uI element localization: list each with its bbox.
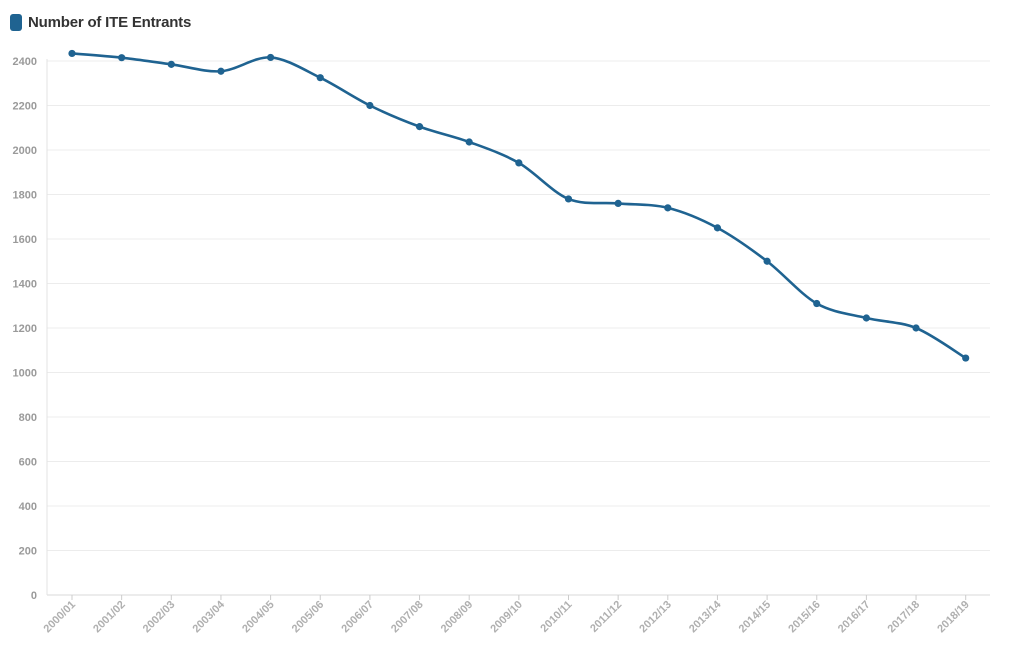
data-point-2000/01[interactable] xyxy=(68,49,76,58)
legend-swatch xyxy=(10,14,22,31)
x-tick-label: 2007/08 xyxy=(389,599,426,636)
data-point-2001/02[interactable] xyxy=(118,54,126,62)
y-tick-label: 1000 xyxy=(13,368,37,380)
data-point-2015/16[interactable] xyxy=(813,299,821,308)
x-tick-label: 2009/10 xyxy=(488,599,525,636)
data-point-2009/10[interactable] xyxy=(515,159,523,167)
data-point-2003/04[interactable] xyxy=(217,67,225,75)
y-tick-label: 1400 xyxy=(13,279,37,291)
y-tick-label: 1200 xyxy=(13,323,37,335)
x-tick-label: 2018/19 xyxy=(935,599,972,636)
x-tick-label: 2017/18 xyxy=(886,599,923,636)
y-tick-label: 400 xyxy=(19,501,37,513)
y-tick-label: 200 xyxy=(19,546,37,558)
x-tick-label: 2002/03 xyxy=(141,599,178,636)
x-tick-label: 2013/14 xyxy=(687,598,724,635)
gridlines xyxy=(47,60,990,596)
y-tick-label: 1600 xyxy=(13,234,37,246)
data-point-2017/18[interactable] xyxy=(912,324,920,332)
x-tick-label: 2011/12 xyxy=(588,599,624,635)
x-tick-label: 2016/17 xyxy=(836,599,873,636)
series-line xyxy=(70,52,967,360)
x-tick-label: 2000/01 xyxy=(42,599,79,636)
x-tick-label: 2004/05 xyxy=(240,599,277,636)
y-tick-label: 0 xyxy=(31,590,37,602)
y-tick-label: 800 xyxy=(19,412,37,424)
y-tick-label: 1800 xyxy=(13,190,37,202)
data-point-2011/12[interactable] xyxy=(614,199,622,207)
data-point-2002/03[interactable] xyxy=(167,60,175,68)
series-layer xyxy=(68,49,970,362)
x-tick-label: 2005/06 xyxy=(290,599,327,636)
data-point-2016/17[interactable] xyxy=(862,314,871,322)
data-point-2007/08[interactable] xyxy=(415,123,424,131)
x-tick-label: 2003/04 xyxy=(190,598,227,635)
x-tick-label: 2001/02 xyxy=(91,599,128,636)
data-point-2004/05[interactable] xyxy=(267,53,275,62)
y-axis: 0 200 400 600 800 1000 1200 1400 1600 1800 2000 220… xyxy=(13,56,48,602)
y-tick-label: 2400 xyxy=(13,56,37,68)
x-tick-label: 2010/11 xyxy=(538,599,574,635)
x-axis: 2000/01 2001/02 2002/03 2003/04 2004/05 2005/… xyxy=(42,595,972,635)
y-tick-label: 2200 xyxy=(13,101,37,113)
data-point-2010/11[interactable] xyxy=(564,195,573,203)
data-point-2005/06[interactable] xyxy=(316,74,324,82)
data-point-2018/19[interactable] xyxy=(962,354,970,362)
x-tick-label: 2012/13 xyxy=(637,599,674,636)
y-tick-label: 2000 xyxy=(13,145,37,157)
legend: Number of ITE Entrants xyxy=(10,14,191,31)
data-point-2012/13[interactable] xyxy=(664,204,672,212)
x-tick-label: 2015/16 xyxy=(786,599,823,636)
x-tick-label: 2008/09 xyxy=(439,599,476,636)
x-tick-label: 2014/15 xyxy=(737,599,774,636)
x-tick-label: 2006/07 xyxy=(339,599,376,636)
legend-label: Number of ITE Entrants xyxy=(28,14,192,31)
data-point-2014/15[interactable] xyxy=(763,257,771,265)
data-point-2008/09[interactable] xyxy=(465,138,473,146)
data-point-2013/14[interactable] xyxy=(713,224,722,232)
y-tick-label: 600 xyxy=(19,457,37,469)
data-point-2006/07[interactable] xyxy=(366,101,374,110)
